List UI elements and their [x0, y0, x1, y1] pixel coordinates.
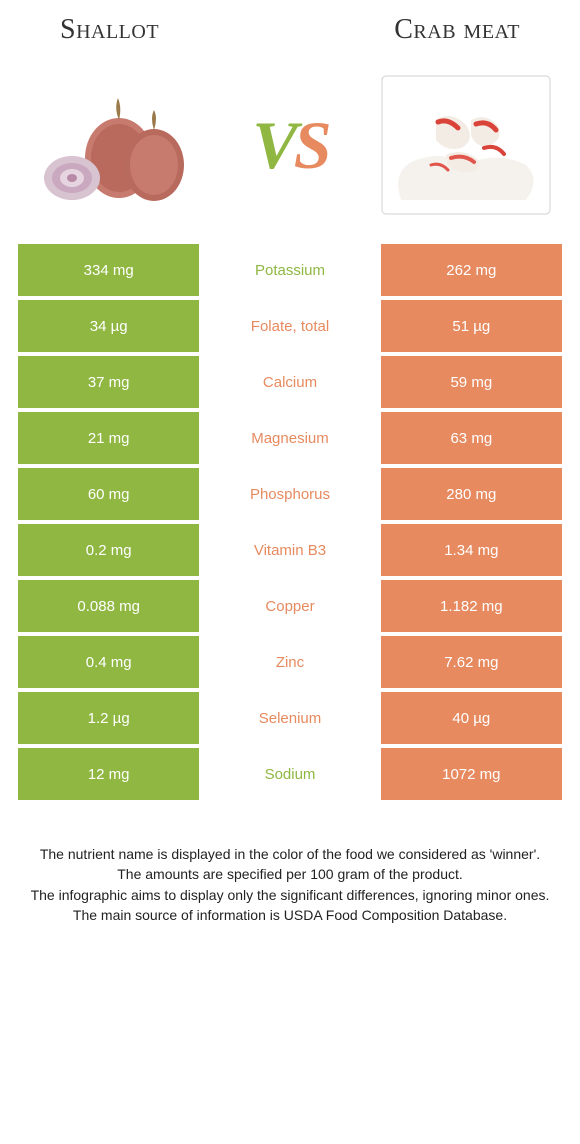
value-left: 34 µg — [18, 300, 199, 352]
value-right: 1.182 mg — [381, 580, 562, 632]
footer-line: The amounts are specified per 100 gram o… — [30, 864, 550, 884]
crab-image — [376, 70, 556, 220]
nutrient-name: Sodium — [199, 748, 380, 800]
title-right: Crab meat — [394, 14, 520, 46]
table-row: 1.2 µgSelenium40 µg — [18, 692, 562, 744]
nutrient-name: Folate, total — [199, 300, 380, 352]
footer-line: The main source of information is USDA F… — [30, 905, 550, 925]
nutrient-name: Magnesium — [199, 412, 380, 464]
title-left: Shallot — [60, 14, 159, 46]
value-left: 12 mg — [18, 748, 199, 800]
value-left: 37 mg — [18, 356, 199, 408]
hero-row: VS — [0, 52, 580, 244]
shallot-image — [24, 70, 204, 220]
value-right: 63 mg — [381, 412, 562, 464]
table-row: 21 mgMagnesium63 mg — [18, 412, 562, 464]
value-left: 1.2 µg — [18, 692, 199, 744]
value-left: 0.2 mg — [18, 524, 199, 576]
value-left: 0.088 mg — [18, 580, 199, 632]
nutrient-name: Potassium — [199, 244, 380, 296]
table-row: 0.4 mgZinc7.62 mg — [18, 636, 562, 688]
table-row: 0.2 mgVitamin B31.34 mg — [18, 524, 562, 576]
value-right: 7.62 mg — [381, 636, 562, 688]
nutrient-name: Calcium — [199, 356, 380, 408]
footer-line: The infographic aims to display only the… — [30, 885, 550, 905]
table-row: 0.088 mgCopper1.182 mg — [18, 580, 562, 632]
value-right: 280 mg — [381, 468, 562, 520]
nutrient-name: Vitamin B3 — [199, 524, 380, 576]
vs-s: S — [294, 107, 328, 183]
value-right: 51 µg — [381, 300, 562, 352]
value-right: 40 µg — [381, 692, 562, 744]
table-row: 12 mgSodium1072 mg — [18, 748, 562, 800]
value-left: 21 mg — [18, 412, 199, 464]
table-row: 37 mgCalcium59 mg — [18, 356, 562, 408]
nutrient-name: Copper — [199, 580, 380, 632]
table-row: 34 µgFolate, total51 µg — [18, 300, 562, 352]
footer-notes: The nutrient name is displayed in the co… — [0, 804, 580, 925]
value-left: 0.4 mg — [18, 636, 199, 688]
value-right: 262 mg — [381, 244, 562, 296]
footer-line: The nutrient name is displayed in the co… — [30, 844, 550, 864]
title-row: Shallot Crab meat — [0, 0, 580, 52]
nutrient-name: Phosphorus — [199, 468, 380, 520]
comparison-table: 334 mgPotassium262 mg34 µgFolate, total5… — [0, 244, 580, 800]
vs-label: VS — [252, 106, 327, 185]
value-right: 1.34 mg — [381, 524, 562, 576]
vs-v: V — [252, 107, 293, 183]
table-row: 334 mgPotassium262 mg — [18, 244, 562, 296]
table-row: 60 mgPhosphorus280 mg — [18, 468, 562, 520]
nutrient-name: Selenium — [199, 692, 380, 744]
value-left: 60 mg — [18, 468, 199, 520]
value-right: 59 mg — [381, 356, 562, 408]
value-left: 334 mg — [18, 244, 199, 296]
value-right: 1072 mg — [381, 748, 562, 800]
nutrient-name: Zinc — [199, 636, 380, 688]
